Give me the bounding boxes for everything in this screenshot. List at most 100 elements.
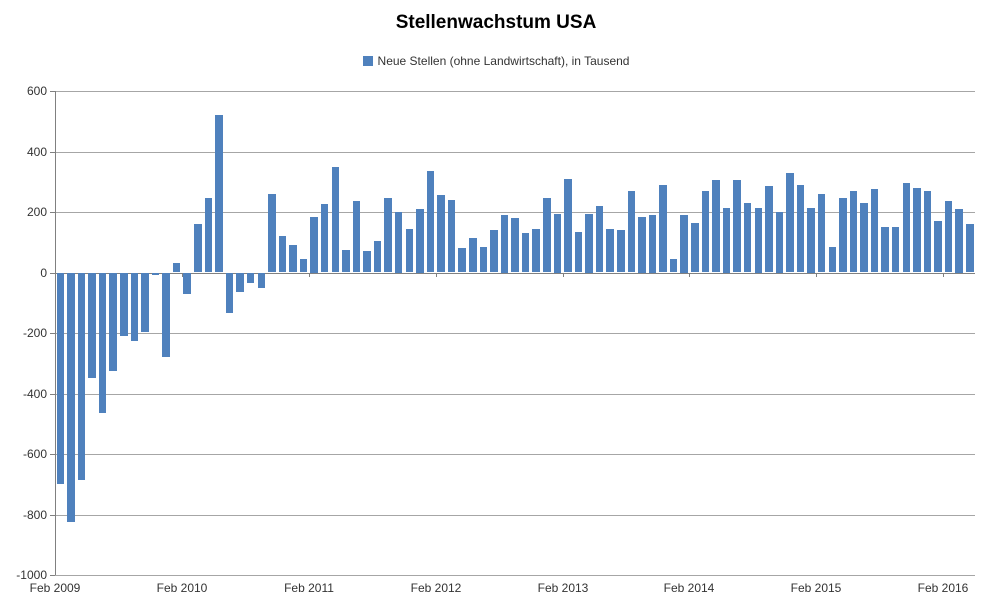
bar: [807, 207, 815, 273]
bar: [923, 190, 932, 273]
legend-entry: Neue Stellen (ohne Landwirtschaft), in T…: [362, 54, 630, 68]
y-axis-tick: [50, 515, 55, 516]
bar: [839, 198, 847, 273]
x-axis-tick: [816, 273, 817, 277]
gridline: [55, 212, 975, 213]
bar: [817, 193, 826, 273]
bar: [278, 236, 287, 273]
bar: [384, 198, 392, 273]
x-axis-label: Feb 2016: [917, 581, 969, 595]
x-axis-label: Feb 2014: [663, 581, 715, 595]
bar: [299, 258, 308, 273]
bar: [701, 190, 710, 273]
x-axis-label: Feb 2013: [537, 581, 589, 595]
x-axis-tick: [689, 273, 690, 277]
gridline: [55, 91, 975, 92]
bar: [130, 272, 139, 341]
bar: [310, 216, 318, 273]
x-axis-label: Feb 2010: [156, 581, 208, 595]
y-axis-tick: [50, 91, 55, 92]
bar: [194, 224, 202, 273]
legend-swatch-icon: [362, 56, 373, 66]
y-axis-label: -200: [22, 326, 47, 340]
y-axis-tick: [50, 333, 55, 334]
y-axis-tick: [50, 394, 55, 395]
bar: [172, 263, 181, 273]
bar: [215, 115, 223, 273]
x-axis-tick: [182, 273, 183, 277]
y-axis-label: -600: [22, 447, 47, 461]
y-axis-label: 200: [26, 205, 47, 219]
bar: [246, 272, 255, 284]
gridline: [55, 152, 975, 153]
bar: [447, 199, 456, 273]
legend: Neue Stellen (ohne Landwirtschaft), in T…: [0, 54, 992, 69]
bar: [659, 184, 667, 273]
bar: [289, 245, 297, 273]
bar: [394, 212, 403, 273]
bar: [236, 272, 244, 293]
bar: [416, 209, 424, 273]
bar: [564, 178, 572, 273]
bar: [67, 272, 75, 523]
bar: [627, 190, 636, 273]
bar: [426, 171, 435, 273]
y-axis-label: -1000: [16, 568, 47, 582]
bar: [680, 215, 688, 273]
bar: [405, 228, 413, 273]
bar: [796, 184, 805, 273]
bar: [162, 272, 170, 358]
bar: [828, 246, 836, 273]
bar: [109, 272, 117, 371]
bar: [595, 205, 604, 273]
bar: [521, 233, 530, 273]
gridline: [55, 394, 975, 395]
zero-gridline: [55, 273, 975, 274]
bar: [479, 246, 487, 273]
bar: [617, 230, 625, 273]
y-axis-tick: [50, 454, 55, 455]
gridline: [55, 575, 975, 576]
bar: [743, 202, 752, 273]
y-axis-label: 400: [26, 145, 47, 159]
bar: [500, 215, 509, 273]
bar: [722, 207, 731, 273]
y-axis-tick: [50, 212, 55, 213]
bar: [913, 187, 921, 273]
bar: [775, 212, 784, 273]
x-axis-tick: [55, 273, 56, 277]
bar: [225, 272, 234, 314]
bar: [712, 180, 720, 273]
bar: [183, 272, 191, 294]
bar: [490, 230, 498, 273]
bar: [891, 227, 900, 273]
bar: [268, 193, 276, 273]
bar: [765, 186, 773, 273]
bar: [98, 272, 107, 414]
gridline: [55, 515, 975, 516]
x-axis-label: Feb 2012: [410, 581, 462, 595]
bar: [257, 272, 265, 288]
bar: [860, 202, 868, 273]
y-axis-label: -800: [22, 508, 47, 522]
bar: [437, 195, 445, 273]
legend-label: Neue Stellen (ohne Landwirtschaft), in T…: [377, 54, 630, 68]
x-axis-label: Feb 2009: [29, 581, 81, 595]
bar: [458, 248, 466, 273]
bar: [786, 172, 794, 273]
bar: [733, 180, 741, 273]
bar: [352, 201, 361, 273]
bar: [648, 215, 657, 273]
y-axis-tick: [50, 152, 55, 153]
x-axis-label: Feb 2011: [284, 581, 334, 595]
y-axis-label: -400: [22, 387, 47, 401]
x-axis-label: Feb 2015: [790, 581, 842, 595]
gridline: [55, 333, 975, 334]
bar: [902, 183, 910, 273]
bar: [88, 272, 96, 379]
bar: [934, 221, 942, 273]
bar: [944, 201, 953, 273]
bar: [373, 240, 382, 273]
x-axis-tick: [309, 273, 310, 277]
